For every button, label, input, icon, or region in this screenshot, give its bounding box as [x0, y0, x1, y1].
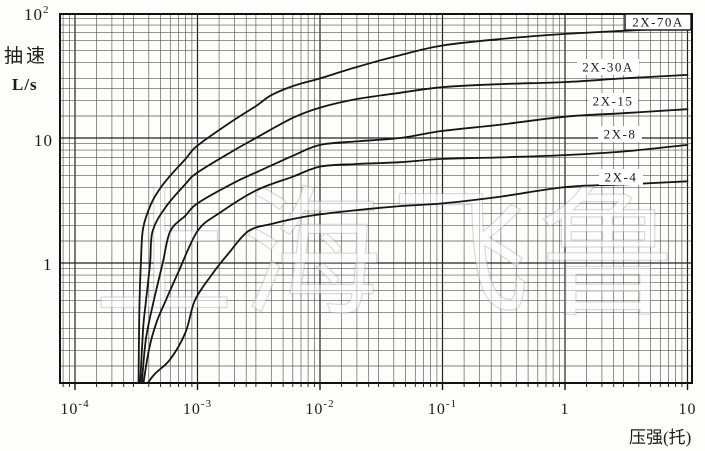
- curve-label-bg-2X-4: [599, 169, 643, 185]
- x-tick-label-10-1: 10-1: [428, 398, 457, 418]
- curve-label-2X-30A: 2X-30A: [582, 60, 634, 75]
- grid-lines: [60, 14, 692, 383]
- x-tick-label-10-4: 10-4: [60, 398, 89, 418]
- curve-label-bg-2X-15: [588, 93, 638, 109]
- x-tick-labels: 10-4 10-3 10-2 10-1 1 10: [60, 398, 697, 418]
- watermark: 上海飞鲁: [93, 173, 686, 337]
- x-tick-label-10-3: 10-3: [183, 398, 212, 418]
- y-tick-label-1: 1: [43, 255, 53, 274]
- curve-2X-15: [140, 108, 689, 383]
- curve-label-2X-8: 2X-8: [604, 127, 637, 142]
- plot-border: [59, 13, 693, 384]
- y-tick-label-10: 10: [34, 131, 53, 150]
- y-tick-label-100: 102: [24, 4, 50, 24]
- plot-frame: [59, 13, 693, 384]
- watermark-text: 上海飞鲁: [94, 174, 686, 337]
- x-axis-label: 压强(托): [629, 428, 691, 447]
- curve-label-2X-70A: 2X-70A: [632, 15, 684, 30]
- curve-label-2X-4: 2X-4: [605, 170, 638, 185]
- y-tick-labels: 102 10 1: [24, 4, 53, 274]
- y-axis-label-chinese: 抽速: [4, 45, 48, 67]
- curve-label-2X-15: 2X-15: [593, 94, 634, 109]
- speed-curves: [137, 27, 689, 383]
- x-tick-label-10-2: 10-2: [305, 398, 334, 418]
- curve-2X-8: [142, 144, 689, 383]
- y-axis-unit-label: L/s: [12, 75, 38, 94]
- x-tick-label-10: 10: [679, 401, 697, 418]
- curve-label-bg-2X-30A: [577, 59, 639, 75]
- curve-label-bg-2X-8: [598, 126, 642, 142]
- x-tick-label-1: 1: [561, 401, 570, 418]
- curve-labels: 2X-70A 2X-30A 2X-15 2X-8 2X-4: [577, 13, 692, 185]
- curve-2X-30A: [139, 74, 689, 383]
- curve-2X-4: [146, 180, 689, 383]
- curve-label-bg-2X-70A: [624, 13, 692, 31]
- x-axis-ticks: [62, 383, 689, 390]
- curve-2X-70A: [137, 27, 689, 383]
